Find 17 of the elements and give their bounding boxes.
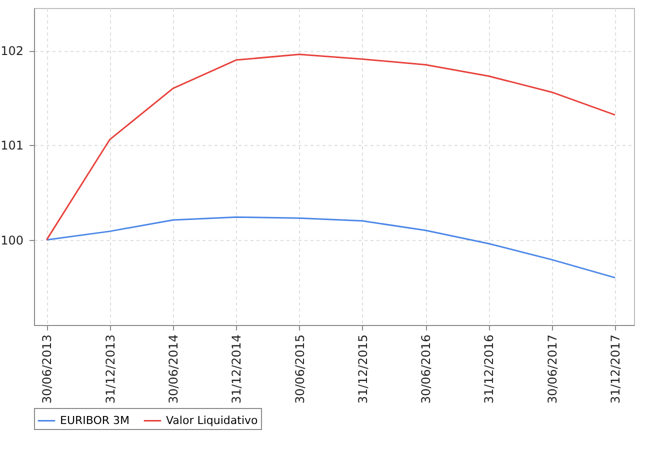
x-tick-label: 31/12/2016: [482, 334, 496, 404]
x-tick-label: 30/06/2013: [40, 334, 54, 404]
y-tick-label: 101: [0, 138, 24, 153]
x-tick-label: 30/06/2017: [545, 334, 560, 404]
legend-label: EURIBOR 3M: [60, 414, 130, 427]
x-tick-label: 31/12/2014: [230, 334, 244, 404]
x-tick-label: 31/12/2017: [608, 334, 623, 404]
x-tick-label: 30/06/2016: [419, 334, 434, 404]
legend-label: Valor Liquidativo: [166, 414, 258, 427]
x-tick-label: 31/12/2013: [103, 334, 118, 404]
y-tick-label: 102: [0, 44, 24, 58]
x-tick-label: 31/12/2015: [356, 334, 370, 404]
x-tick-label: 30/06/2015: [292, 334, 307, 404]
y-tick-label: 100: [0, 233, 24, 248]
line-series: [46, 54, 616, 241]
line-series: [46, 216, 616, 278]
x-tick-label: 30/06/2014: [166, 334, 180, 404]
